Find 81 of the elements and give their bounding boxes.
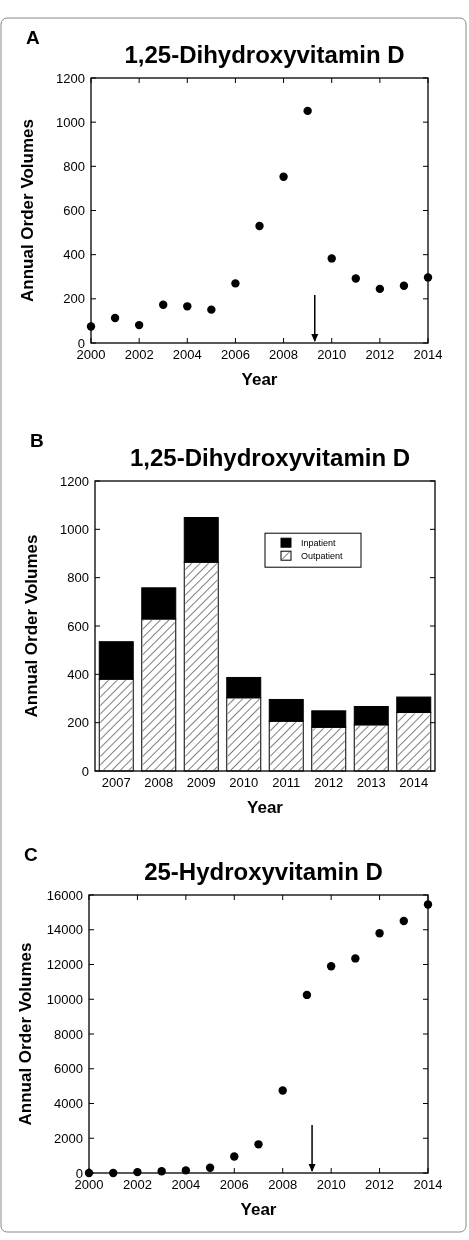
x-tick-label: 2012 (365, 347, 395, 362)
legend-label: Inpatient (301, 538, 337, 549)
x-tick-label: 2014 (399, 775, 429, 790)
point (254, 1140, 263, 1149)
y-tick-label: 16000 (46, 887, 83, 903)
x-tick-label: 2014 (413, 347, 443, 362)
point (375, 284, 385, 294)
point (110, 313, 120, 323)
y-tick-label: 8000 (54, 1026, 83, 1042)
point (327, 254, 336, 263)
x-tick-label: 2006 (219, 1177, 249, 1192)
x-tick-label: 2009 (186, 775, 216, 790)
point (205, 1163, 215, 1172)
y-tick-label: 1200 (60, 473, 89, 489)
point (134, 320, 144, 330)
y-tick-label: 400 (67, 666, 89, 682)
y-axis-title: Annual Order Volumes (16, 942, 35, 1126)
y-tick-label: 14000 (46, 922, 83, 938)
x-tick-label: 2013 (356, 775, 386, 790)
y-tick-label: 2000 (54, 1130, 83, 1146)
point (183, 302, 192, 311)
x-tick-label: 2010 (229, 775, 259, 790)
point (375, 929, 384, 938)
point (231, 279, 240, 288)
x-tick-label: 2002 (124, 347, 154, 362)
y-tick-label: 0 (81, 763, 89, 779)
point (207, 305, 216, 314)
y-tick-label: 400 (63, 247, 85, 263)
x-tick-label: 2007 (101, 775, 131, 790)
y-axis-title: Annual Order Volumes (22, 534, 41, 718)
y-axis-title: Annual Order Volumes (18, 119, 37, 302)
x-tick-label: 2008 (144, 775, 174, 790)
x-tick-label: 2010 (316, 1177, 346, 1192)
text: B (30, 430, 44, 451)
x-tick-label: 2008 (269, 347, 299, 362)
y-tick-label: 4000 (54, 1096, 83, 1112)
y-tick-label: 600 (67, 618, 89, 634)
x-axis-title: Year (241, 370, 278, 389)
y-tick-label: 800 (67, 570, 89, 586)
y-tick-label: 0 (75, 1165, 83, 1181)
x-tick-label: 2012 (314, 775, 344, 790)
x-tick-label: 2014 (413, 1177, 443, 1192)
x-tick-label: 2011 (272, 775, 301, 790)
y-tick-label: 12000 (46, 957, 83, 973)
chart-title: 1,25-Dihydroxyvitamin D (124, 41, 405, 68)
legend-label: Outpatient (301, 551, 344, 562)
x-tick-label: 2004 (172, 347, 202, 362)
x-axis-title: Year (240, 1200, 277, 1219)
x-tick-label: 2012 (365, 1177, 395, 1192)
y-tick-label: 1000 (56, 114, 85, 130)
y-tick-label: 200 (63, 291, 85, 307)
x-tick-label: 2008 (268, 1177, 298, 1192)
point (159, 300, 168, 309)
point (351, 274, 360, 283)
point (351, 954, 360, 963)
chart-title: 25-Hydroxyvitamin D (144, 858, 383, 885)
x-tick-label: 2006 (220, 347, 250, 362)
point (278, 1086, 287, 1095)
text: C (24, 844, 38, 865)
text: A (26, 27, 40, 48)
point (279, 172, 288, 181)
y-tick-label: 0 (77, 335, 85, 351)
point (326, 962, 336, 971)
point (230, 1152, 239, 1161)
chart-title: 1,25-Dihydroxyvitamin D (129, 444, 411, 471)
y-tick-label: 1200 (56, 70, 85, 86)
y-tick-label: 600 (63, 203, 85, 219)
y-tick-label: 1000 (60, 521, 89, 537)
x-tick-label: 2002 (122, 1177, 152, 1192)
point (399, 281, 409, 290)
x-tick-label: 2004 (171, 1177, 201, 1192)
point (399, 916, 408, 926)
x-axis-title: Year (247, 798, 284, 817)
point (302, 990, 312, 1000)
point (255, 221, 264, 231)
y-tick-label: 200 (67, 715, 89, 731)
y-tick-label: 6000 (54, 1061, 83, 1077)
y-tick-label: 10000 (46, 991, 83, 1007)
x-tick-label: 2010 (317, 347, 347, 362)
point (303, 106, 312, 116)
y-tick-label: 800 (63, 158, 85, 174)
